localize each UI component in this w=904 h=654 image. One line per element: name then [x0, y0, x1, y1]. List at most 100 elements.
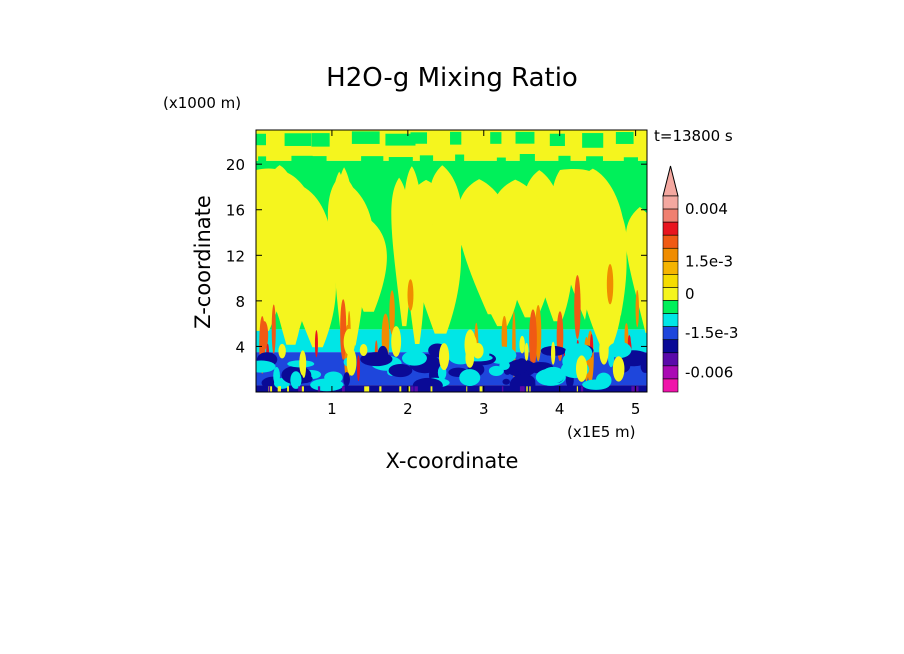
field-patch	[496, 157, 506, 169]
field-patch	[284, 133, 312, 146]
field-patch	[327, 174, 366, 346]
field-patch	[271, 304, 276, 354]
field-patch	[391, 326, 402, 357]
colorbar-level	[662, 221, 679, 236]
field-patch	[268, 386, 271, 392]
field-patch	[268, 386, 273, 392]
colorbar-level	[662, 195, 679, 210]
field-patch	[575, 355, 588, 382]
field-patch	[414, 386, 418, 392]
field-patch	[388, 157, 413, 168]
field-patch	[549, 133, 565, 147]
field-patch	[541, 366, 565, 384]
field-patch	[388, 364, 413, 378]
field-patch	[502, 378, 510, 385]
field-patch	[501, 386, 504, 392]
field-patch	[359, 343, 368, 356]
field-patch	[299, 350, 307, 376]
colorbar-level	[662, 352, 679, 367]
field-patch	[278, 343, 286, 359]
x-axis-label: X-coordinate	[386, 449, 519, 473]
colorbar-level	[662, 326, 679, 341]
field-patch	[256, 360, 276, 373]
field-patch	[256, 133, 267, 146]
x-units-label: (x1E5 m)	[567, 423, 636, 441]
field-patch	[290, 371, 302, 389]
field-patch	[551, 341, 556, 365]
time-label: t=13800 s	[654, 127, 733, 145]
field-patch	[341, 386, 345, 392]
field-patch	[298, 386, 302, 392]
x-tick-label: 2	[403, 400, 413, 418]
field-patch	[466, 386, 468, 392]
field-patch	[430, 386, 433, 392]
field-patch	[488, 365, 504, 376]
colorbar-level	[662, 339, 679, 354]
field-patch	[640, 360, 647, 373]
x-axis: 1 2 3 4 5	[327, 130, 640, 418]
colorbar-label: -0.006	[685, 363, 733, 381]
field-patch	[558, 155, 571, 168]
field-patch	[515, 131, 535, 144]
field-patch	[526, 386, 528, 392]
field-patch	[389, 290, 395, 335]
field-patch	[407, 279, 414, 311]
field-patch	[595, 372, 612, 389]
colorbar-level	[662, 287, 679, 301]
field-patch	[412, 377, 443, 392]
field-patch	[490, 132, 502, 144]
field-patch	[385, 133, 416, 146]
y-tick-label: 20	[226, 156, 245, 174]
colorbar: 0.004 1.5e-3 0 -1.5e-3 -0.006	[662, 165, 738, 393]
x-tick-label: 5	[631, 400, 641, 418]
field-patch	[574, 275, 581, 339]
colorbar-level	[662, 261, 679, 275]
colorbar-level	[662, 313, 679, 327]
x-tick-label: 3	[479, 400, 489, 418]
field-patch	[450, 131, 462, 145]
plot-frame	[255, 129, 648, 393]
field-patch	[310, 378, 344, 392]
field-patch	[519, 335, 525, 354]
field-patch	[615, 131, 634, 144]
field-patch	[625, 207, 647, 333]
field-patch	[287, 386, 289, 392]
field-patch	[279, 386, 281, 392]
field-patch	[586, 156, 603, 166]
field-patch	[429, 165, 463, 291]
y-tick-label: 8	[235, 293, 245, 311]
field-patch	[366, 386, 370, 392]
field-patch	[521, 386, 525, 392]
field-patch	[291, 155, 313, 169]
field-patch	[301, 386, 304, 392]
field-patch	[346, 348, 357, 376]
field-patch	[343, 328, 356, 355]
field-patch	[551, 169, 609, 320]
y-units-label: (x1000 m)	[163, 94, 241, 112]
field-patch	[311, 156, 327, 167]
y-tick-label: 4	[235, 338, 245, 356]
field-patch	[343, 372, 350, 387]
field-patch	[612, 356, 625, 382]
field-patch	[519, 153, 535, 166]
x-tick-label: 4	[555, 400, 565, 418]
field-patch	[273, 366, 280, 385]
plot-area	[255, 129, 648, 393]
y-tick-label: 16	[226, 202, 245, 220]
field-patch	[399, 386, 402, 392]
field-patch	[411, 386, 414, 392]
y-axis-label: Z-coordinate	[191, 195, 215, 329]
colorbar-level	[662, 247, 679, 262]
field-patch	[311, 133, 330, 147]
field-patch	[258, 156, 267, 168]
chart-title: H2O-g Mixing Ratio	[326, 63, 578, 93]
field-patch	[635, 290, 639, 328]
field-patch	[576, 386, 578, 392]
y-axis: 4 8 12 16 20	[226, 156, 647, 356]
field-patch	[529, 386, 531, 392]
colorbar-level	[662, 378, 679, 393]
field-patch	[360, 352, 393, 367]
field-patch	[410, 132, 428, 144]
field-patch	[606, 264, 614, 305]
